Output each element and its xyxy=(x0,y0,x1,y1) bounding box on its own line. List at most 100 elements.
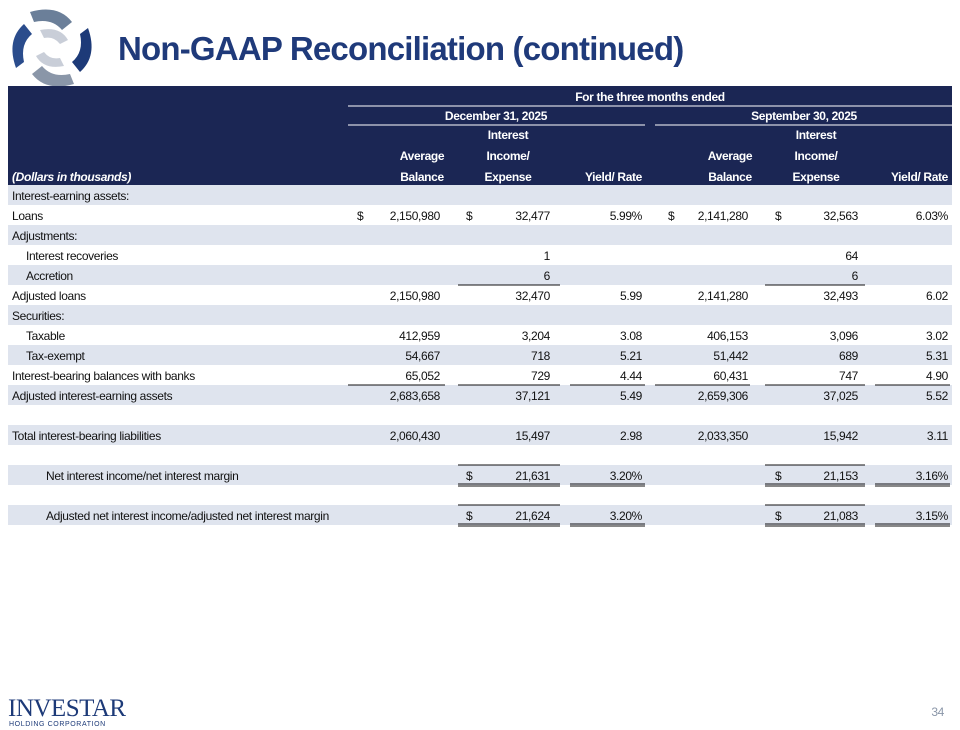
row-label: Accretion xyxy=(26,269,73,283)
cell: 412,959 xyxy=(399,329,441,343)
row-label: Taxable xyxy=(26,329,66,343)
cell: 37,025 xyxy=(823,389,858,403)
cell: 3,204 xyxy=(522,329,551,343)
row-label: Interest-earning assets: xyxy=(12,189,129,203)
row-label: Tax-exempt xyxy=(26,349,86,363)
currency-sign: $ xyxy=(466,469,473,483)
cell: 6 xyxy=(852,269,859,283)
cell: 5.49 xyxy=(620,389,643,403)
table-header-band xyxy=(8,86,952,185)
currency-sign: $ xyxy=(668,209,675,223)
cell: 718 xyxy=(531,349,551,363)
row-label: Adjusted loans xyxy=(12,289,86,303)
cell: 51,442 xyxy=(713,349,748,363)
cell: 65,052 xyxy=(405,369,440,383)
cell: 6.03% xyxy=(916,209,949,223)
cell: 37,121 xyxy=(515,389,550,403)
currency-sign: $ xyxy=(357,209,364,223)
cell: 4.90 xyxy=(926,369,949,383)
column-header: Average xyxy=(708,149,753,163)
period: September 30, 2025 xyxy=(751,109,857,123)
cell: 21,631 xyxy=(515,469,550,483)
currency-sign: $ xyxy=(775,469,782,483)
title: Non-GAAP Reconciliation (continued) xyxy=(118,30,683,67)
row-shade xyxy=(8,185,952,205)
cell: 1 xyxy=(544,249,551,263)
row-label: Adjustments: xyxy=(12,229,77,243)
cell: 5.99% xyxy=(610,209,643,223)
cell: 2.98 xyxy=(620,429,643,443)
cell: 3.02 xyxy=(926,329,949,343)
row-label: Adjusted net interest income/adjusted ne… xyxy=(46,509,329,523)
column-header: Yield/ Rate xyxy=(585,170,643,184)
row-shade xyxy=(8,425,952,445)
cell: 747 xyxy=(839,369,859,383)
row-label: Interest-bearing balances with banks xyxy=(12,369,195,383)
cell: 3,096 xyxy=(830,329,859,343)
cell: 2,141,280 xyxy=(698,209,749,223)
row-label: Net interest income/net interest margin xyxy=(46,469,238,483)
column-header: Balance xyxy=(708,170,752,184)
units-label: (Dollars in thousands) xyxy=(12,170,131,184)
cell: 2,060,430 xyxy=(390,429,441,443)
cell: 32,563 xyxy=(823,209,858,223)
currency-sign: $ xyxy=(775,509,782,523)
cell: 729 xyxy=(531,369,551,383)
row-shade xyxy=(8,265,952,285)
cell: 21,083 xyxy=(823,509,858,523)
currency-sign: $ xyxy=(775,209,782,223)
cell: 3.16% xyxy=(916,469,949,483)
column-header: Income/ xyxy=(795,149,839,163)
cell: 2,141,280 xyxy=(698,289,749,303)
cell: 3.08 xyxy=(620,329,643,343)
cell: 15,497 xyxy=(515,429,550,443)
row-shade xyxy=(8,385,952,405)
column-header: Expense xyxy=(793,170,841,184)
cell: 5.99 xyxy=(620,289,643,303)
cell: 3.15% xyxy=(916,509,949,523)
row-label: Loans xyxy=(12,209,43,223)
currency-sign: $ xyxy=(466,209,473,223)
row-label: Adjusted interest-earning assets xyxy=(12,389,173,403)
period: December 31, 2025 xyxy=(445,109,548,123)
row-label: Securities: xyxy=(12,309,64,323)
column-header: Expense xyxy=(485,170,533,184)
cell: 21,624 xyxy=(515,509,550,523)
cell: 64 xyxy=(845,249,858,263)
cell: 2,659,306 xyxy=(698,389,749,403)
row-shade xyxy=(8,465,952,485)
logo-mark xyxy=(12,9,92,87)
row-label: Interest recoveries xyxy=(26,249,118,263)
cell: 60,431 xyxy=(713,369,748,383)
cell: 2,150,980 xyxy=(390,289,441,303)
cell: 32,477 xyxy=(515,209,550,223)
cell: 3.20% xyxy=(610,509,643,523)
cell: 2,033,350 xyxy=(698,429,749,443)
currency-sign: $ xyxy=(466,509,473,523)
cell: 3.11 xyxy=(927,429,949,443)
row-shade xyxy=(8,345,952,365)
period-header: For the three months ended xyxy=(575,90,725,104)
cell: 3.20% xyxy=(610,469,643,483)
cell: 6 xyxy=(544,269,551,283)
footer-company: INVESTAR xyxy=(8,695,126,722)
row-label: Total interest-bearing liabilities xyxy=(12,429,161,443)
cell: 21,153 xyxy=(823,469,858,483)
cell: 5.21 xyxy=(620,349,643,363)
cell: 406,153 xyxy=(707,329,749,343)
cell: 6.02 xyxy=(926,289,949,303)
cell: 2,683,658 xyxy=(390,389,441,403)
page-number: 34 xyxy=(931,705,944,719)
cell: 5.52 xyxy=(926,389,949,403)
cell: 32,470 xyxy=(515,289,550,303)
column-header: Interest xyxy=(488,128,529,142)
column-header: Income/ xyxy=(487,149,531,163)
cell: 54,667 xyxy=(405,349,440,363)
cell: 5.31 xyxy=(926,349,949,363)
column-header: Interest xyxy=(796,128,837,142)
row-shade xyxy=(8,505,952,525)
cell: 2,150,980 xyxy=(390,209,441,223)
column-header: Balance xyxy=(400,170,444,184)
